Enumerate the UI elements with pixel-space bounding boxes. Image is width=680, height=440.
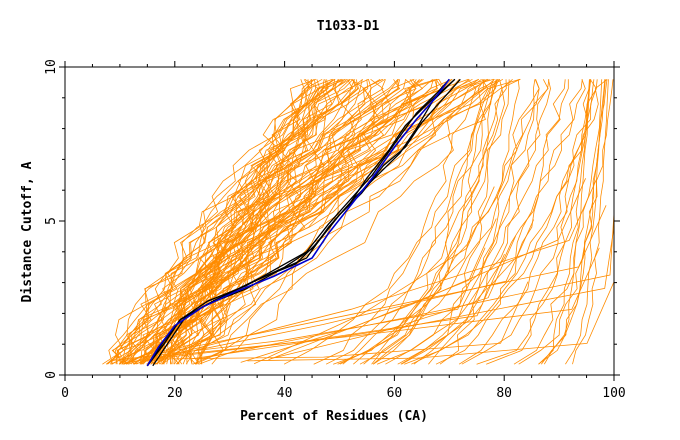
model-curve	[435, 79, 566, 365]
reference-model-line	[146, 78, 450, 367]
model-curve	[169, 78, 351, 365]
model-curve	[191, 226, 615, 360]
model-curve	[182, 78, 438, 365]
highlight-model-curves	[146, 78, 461, 367]
model-curve	[476, 79, 592, 365]
y-tick-label: 0	[44, 371, 59, 379]
x-tick-label: 40	[277, 386, 293, 401]
model-curve	[538, 79, 606, 365]
model-curve	[404, 78, 608, 365]
model-curve	[111, 78, 363, 365]
model-curve	[372, 79, 497, 365]
model-curve	[196, 79, 417, 365]
model-curve	[115, 79, 399, 365]
model-curve	[145, 78, 319, 365]
model-curve	[196, 213, 615, 360]
model-curve	[397, 79, 583, 365]
model-curve	[270, 235, 516, 359]
model-curve	[131, 79, 453, 365]
model-curve	[543, 79, 591, 365]
model-curve	[162, 78, 482, 365]
model-curve	[121, 79, 359, 365]
model-curve	[116, 78, 384, 365]
model-curve	[192, 79, 434, 365]
model-curve	[143, 247, 600, 359]
background-model-curves	[102, 78, 615, 365]
model-curve	[240, 218, 497, 363]
model-curve	[518, 79, 614, 365]
model-curve	[247, 281, 615, 362]
model-curve	[439, 79, 520, 365]
chart-title: T1033-D1	[317, 19, 380, 34]
model-curve	[198, 78, 521, 365]
x-axis: 0 20 40 60 80 100	[61, 61, 626, 401]
model-curve	[540, 79, 606, 365]
model-curve	[188, 79, 325, 365]
model-curve	[411, 79, 598, 365]
model-curve	[150, 79, 444, 365]
x-tick-label: 60	[387, 386, 403, 401]
model-curve	[154, 79, 390, 365]
model-curve	[174, 78, 504, 365]
model-curve	[105, 78, 490, 365]
y-tick-label: 5	[44, 217, 59, 225]
model-curve	[313, 79, 477, 365]
model-curve	[428, 79, 550, 365]
model-curve	[112, 79, 359, 365]
model-curve	[142, 78, 384, 365]
model-curve	[572, 79, 609, 365]
model-curve	[342, 79, 498, 365]
x-tick-label: 0	[61, 386, 69, 401]
model-curve	[339, 79, 540, 365]
model-curve	[170, 78, 333, 365]
x-axis-label: Percent of Residues (CA)	[240, 409, 428, 424]
model-curve	[162, 79, 417, 365]
model-curve	[146, 281, 529, 360]
model-curve	[359, 79, 549, 365]
model-curve	[122, 78, 335, 365]
model-curve	[133, 178, 598, 365]
model-curve	[151, 79, 313, 365]
model-curve	[119, 78, 423, 365]
model-curve	[148, 79, 340, 365]
model-curve	[538, 79, 590, 365]
highlight-model-line	[146, 78, 450, 367]
model-curve	[189, 78, 343, 365]
model-curve	[179, 79, 328, 365]
x-tick-label: 20	[167, 386, 183, 401]
model-curve	[189, 78, 366, 365]
y-tick-label: 10	[44, 59, 59, 75]
y-axis-label: Distance Cutoff, A	[20, 161, 35, 302]
model-curve	[461, 79, 597, 365]
model-curve	[133, 78, 500, 365]
model-curve	[157, 78, 386, 365]
x-tick-label: 80	[496, 386, 512, 401]
model-curve	[363, 79, 485, 365]
model-curve	[109, 247, 486, 362]
model-curve	[253, 186, 495, 365]
model-curve	[150, 78, 424, 365]
model-curve	[376, 79, 551, 365]
model-curve	[108, 79, 420, 365]
model-curve	[268, 178, 586, 361]
model-curve	[565, 79, 603, 365]
model-curve	[126, 253, 505, 363]
model-curve	[195, 78, 342, 365]
y-axis: 0 5 10	[44, 59, 620, 379]
x-tick-label: 100	[602, 386, 625, 401]
model-curve	[325, 79, 495, 365]
model-curve	[106, 78, 469, 365]
model-curve	[102, 78, 346, 365]
